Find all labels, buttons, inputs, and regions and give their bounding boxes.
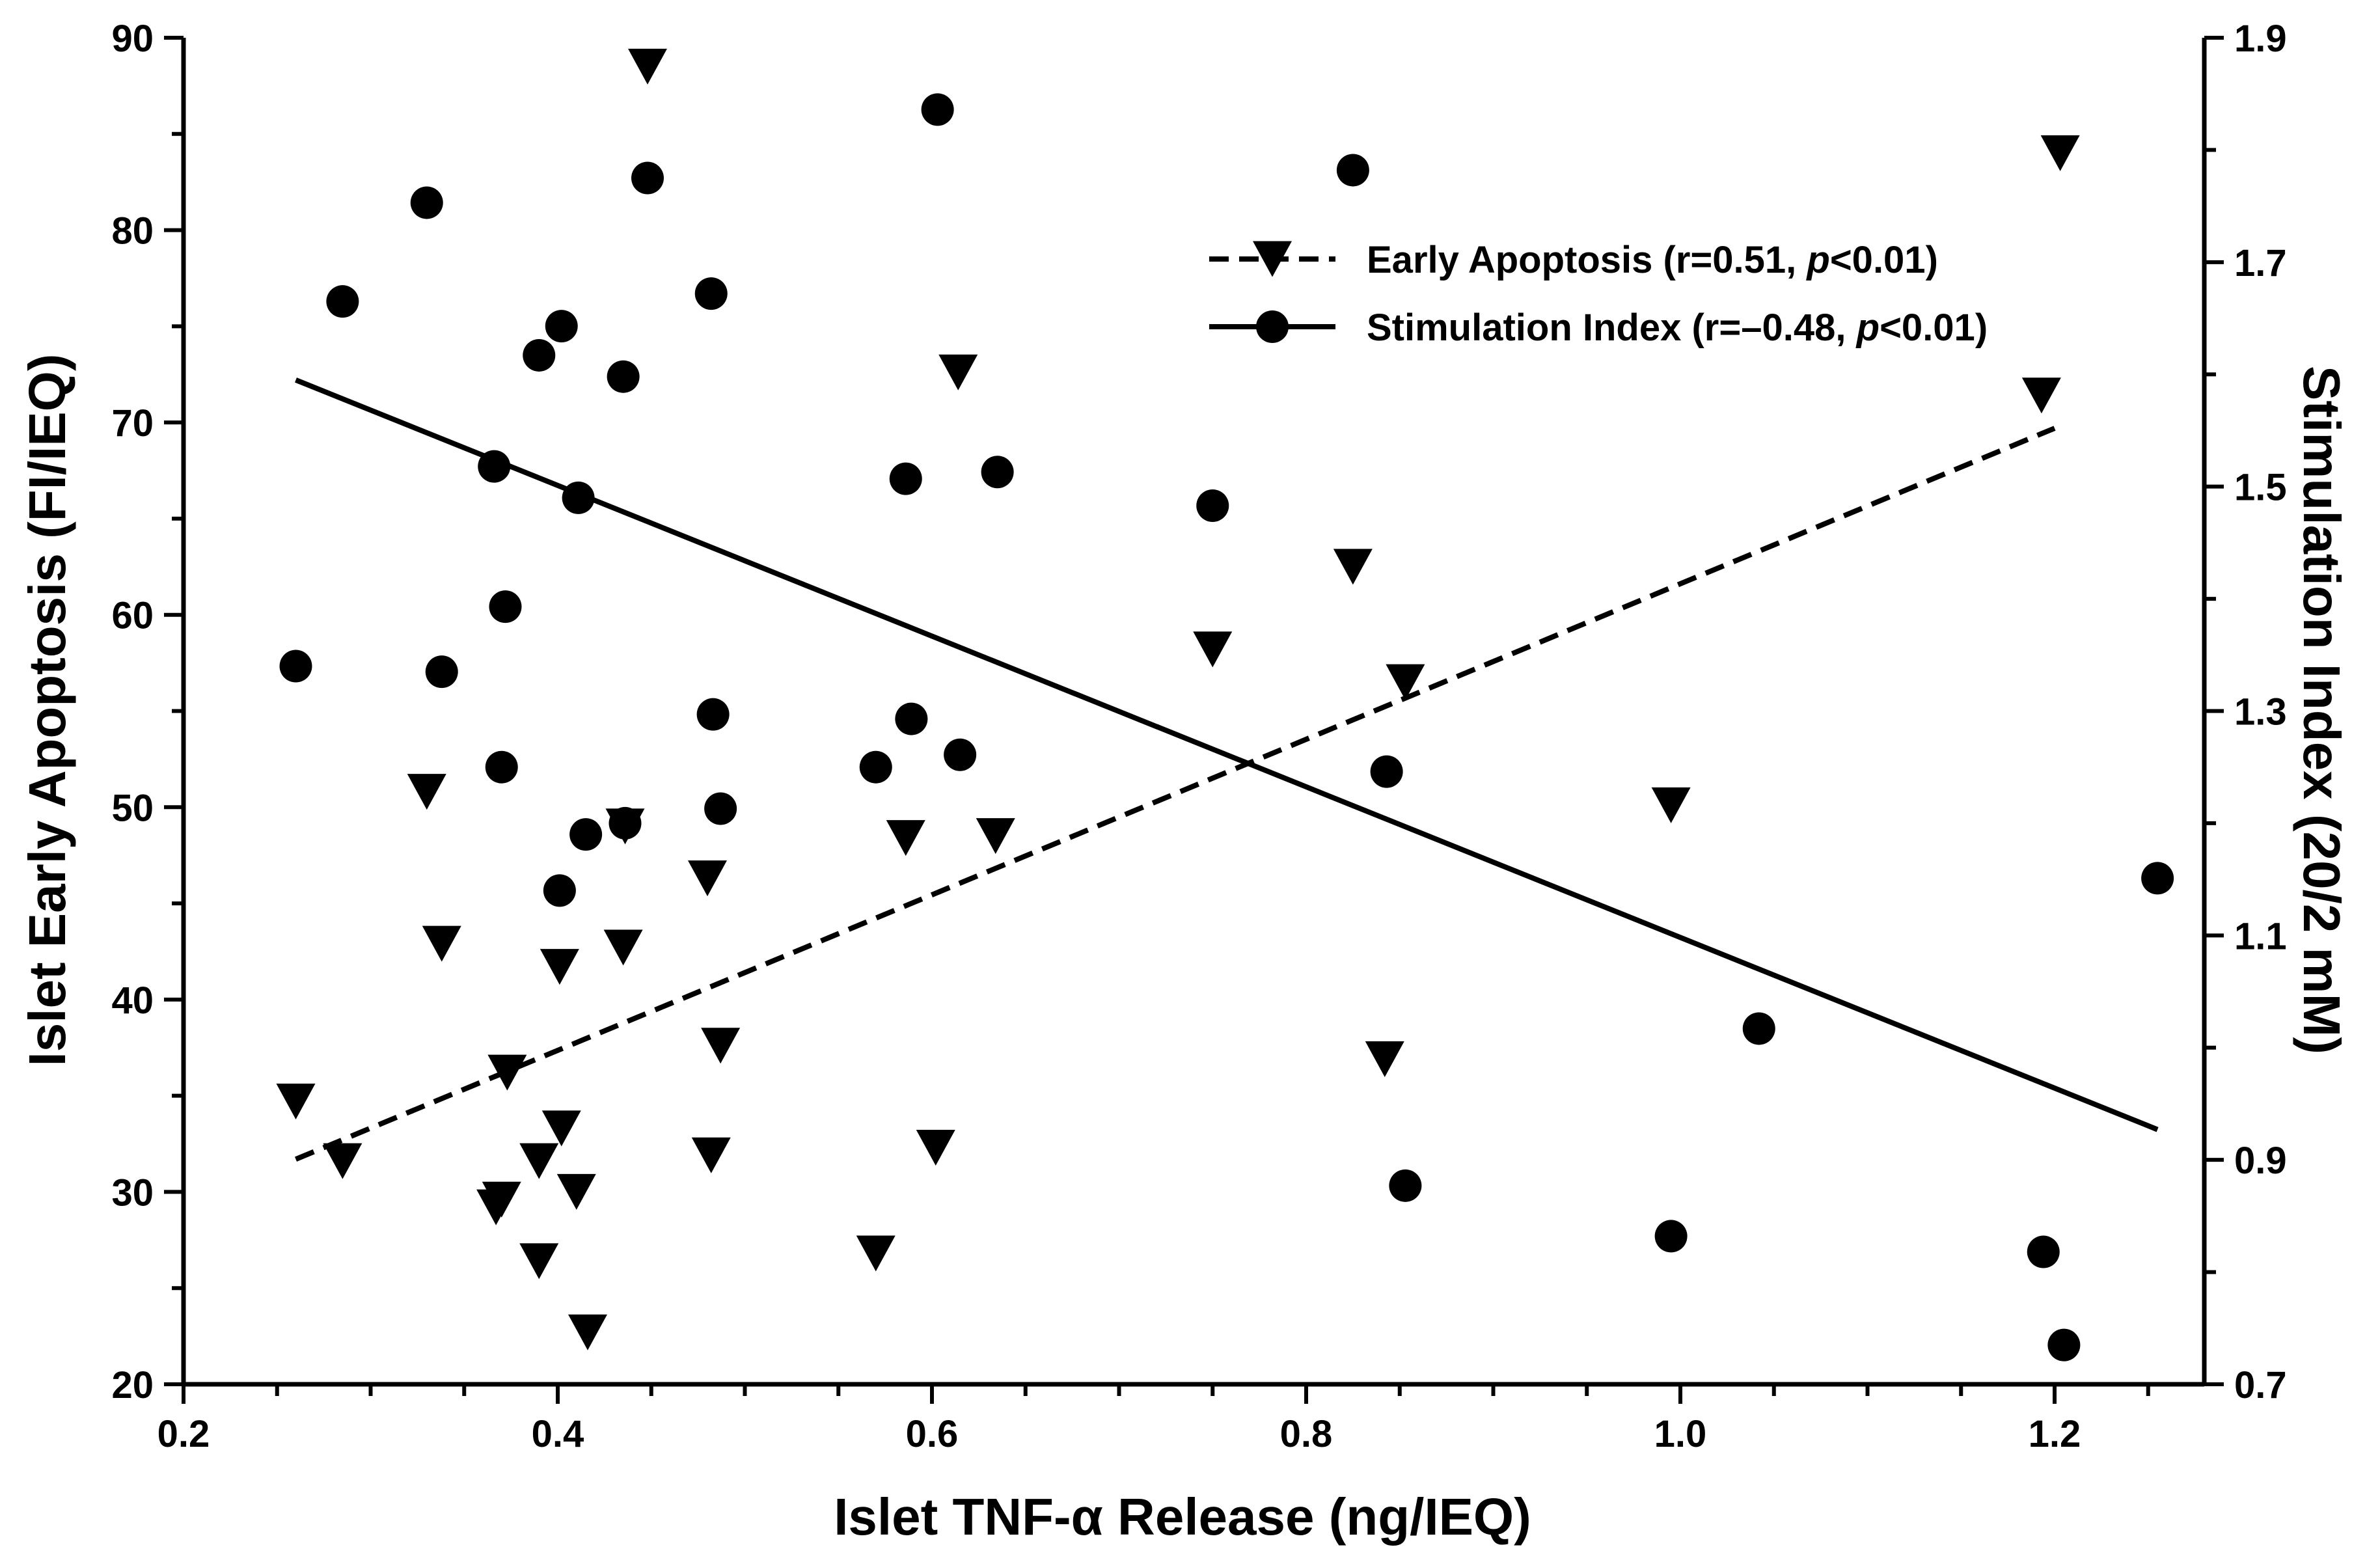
apoptosis-point — [519, 1243, 559, 1279]
stimulation-point — [478, 450, 511, 483]
stimulation-point — [569, 818, 603, 851]
stimulation-point — [981, 456, 1014, 489]
y2-tick-label: 1.9 — [2234, 18, 2287, 60]
apoptosis-point — [407, 774, 446, 810]
apoptosis-point — [856, 1235, 896, 1272]
apoptosis-point — [556, 1173, 596, 1210]
fit-lines — [294, 377, 2159, 1162]
stimulation-point — [1654, 1220, 1688, 1253]
apoptosis-point — [482, 1181, 521, 1218]
stimulation-point — [1196, 489, 1229, 522]
stimulation-point — [607, 360, 640, 393]
apoptosis-point — [628, 48, 667, 85]
stimulation-point — [543, 874, 576, 907]
apoptosis-point — [1193, 631, 1233, 668]
y-axis-title: Islet Early Apoptosis (FI/IEQ) — [18, 354, 76, 1067]
y-tick-label: 80 — [111, 210, 154, 253]
apoptosis-point — [1333, 549, 1373, 585]
apoptosis-point — [916, 1129, 955, 1166]
stimulation-point — [562, 481, 595, 514]
apoptosis-point — [540, 949, 579, 985]
stimulation-point — [425, 655, 458, 689]
apoptosis-point — [568, 1314, 607, 1350]
stimulation-point — [859, 750, 892, 784]
y-tick-label: 90 — [111, 18, 154, 60]
stimulation-point — [1336, 154, 1369, 187]
apoptosis-point — [519, 1143, 559, 1179]
y2-tick-label: 0.9 — [2234, 1140, 2287, 1182]
apoptosis-point — [701, 1028, 741, 1064]
x-tick-label: 0.2 — [157, 1413, 210, 1455]
stimulation-point — [921, 93, 954, 126]
apoptosis-point — [603, 929, 643, 966]
stimulation-point — [631, 161, 664, 195]
axes: 0.2 0.4 0.6 0.8 1.0 1.2 20 30 40 50 60 70 80 90 0.7 0.9… — [111, 18, 2286, 1455]
stimulation-point — [545, 310, 578, 343]
data-points — [276, 48, 2174, 1362]
apoptosis-point — [541, 1110, 581, 1147]
x-tick-label: 0.6 — [906, 1413, 959, 1455]
apoptosis-point — [688, 860, 727, 897]
legend-apoptosis-marker — [1253, 241, 1292, 277]
stimulation-point — [1742, 1012, 1775, 1045]
y-tick-label: 40 — [111, 979, 154, 1022]
y-tick-label: 50 — [111, 787, 154, 829]
apoptosis-point — [1365, 1041, 1404, 1077]
apoptosis-point — [323, 1143, 362, 1179]
stimulation-point — [2027, 1235, 2060, 1268]
stimulation-point — [326, 285, 359, 318]
stimulation-point — [944, 738, 977, 771]
apoptosis-regression-line — [294, 426, 2056, 1162]
stimulation-point — [485, 750, 518, 784]
legend-apoptosis-label: Early Apoptosis (r=0.51, p<0.01) — [1367, 239, 1938, 281]
stimulation-point — [895, 702, 928, 735]
stimulation-point — [704, 792, 737, 825]
y2-axis-title: Stimulation Index (20/2 mM) — [2293, 366, 2351, 1054]
stimulation-point — [1389, 1169, 1422, 1202]
legend-stimulation-marker — [1256, 310, 1289, 343]
apoptosis-point — [422, 925, 461, 962]
stimulation-point — [279, 650, 312, 683]
apoptosis-point — [1386, 664, 1425, 700]
x-tick-label: 1.2 — [2029, 1413, 2081, 1455]
y-tick-label: 20 — [111, 1364, 154, 1406]
apoptosis-point — [1651, 787, 1691, 823]
apoptosis-point — [976, 818, 1015, 855]
y2-tick-label: 1.7 — [2234, 242, 2287, 284]
apoptosis-point — [938, 354, 978, 390]
y2-tick-label: 1.3 — [2234, 691, 2287, 733]
y-tick-label: 60 — [111, 595, 154, 637]
stimulation-point — [1370, 755, 1403, 788]
x-tick-label: 1.0 — [1654, 1413, 1707, 1455]
apoptosis-point — [276, 1084, 316, 1120]
y2-tick-label: 0.7 — [2234, 1364, 2287, 1406]
apoptosis-point — [886, 820, 925, 856]
x-tick-label: 0.8 — [1280, 1413, 1333, 1455]
apoptosis-point — [691, 1137, 731, 1173]
y2-tick-label: 1.5 — [2234, 467, 2287, 509]
stimulation-point — [489, 590, 522, 623]
stimulation-point — [523, 338, 556, 372]
stimulation-point — [889, 462, 922, 495]
apoptosis-point — [487, 1054, 527, 1091]
y-tick-label: 30 — [111, 1171, 154, 1214]
legend: Early Apoptosis (r=0.51, p<0.01) Stimulat… — [1209, 239, 1988, 349]
stimulation-point — [609, 806, 642, 840]
legend-stimulation-label: Stimulation Index (r=–0.48, p<0.01) — [1367, 307, 1988, 349]
stimulation-point — [2141, 862, 2174, 895]
x-axis-title: Islet TNF-α Release (ng/IEQ) — [834, 1488, 1531, 1546]
stimulation-point — [2047, 1328, 2081, 1362]
x-tick-label: 0.4 — [532, 1413, 584, 1455]
y-tick-label: 70 — [111, 402, 154, 445]
y2-tick-label: 1.1 — [2234, 915, 2287, 957]
apoptosis-point — [2040, 135, 2080, 171]
stimulation-point — [694, 277, 728, 310]
stimulation-point — [410, 186, 443, 219]
stimulation-regression-line — [295, 377, 2159, 1132]
stimulation-point — [696, 698, 730, 731]
apoptosis-point — [2021, 377, 2061, 414]
